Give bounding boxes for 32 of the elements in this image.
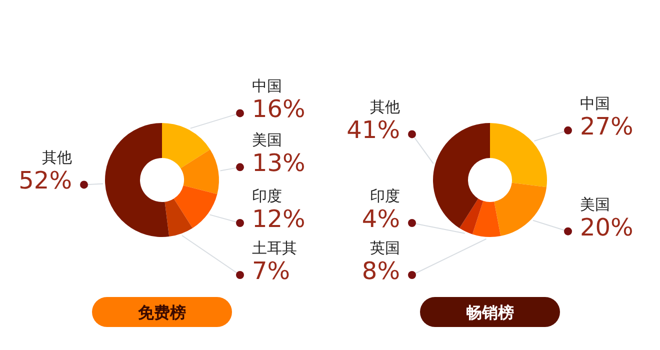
slice-label: 中国 [580,94,610,112]
slice-label: 印度 [370,187,400,205]
donut-slice [162,123,210,168]
data-label: 8% [362,257,400,285]
data-label: 12% [252,205,306,233]
data-label: 27% [580,112,634,140]
text: 畅销榜 [466,303,514,322]
donut-slice [433,123,490,228]
slice-label: 英国 [370,239,400,257]
data-label: 52% [18,166,72,195]
donut-slice [459,198,484,234]
donut-slice [472,200,501,237]
slice-label: 土耳其 [252,239,297,257]
slice-label: 美国 [580,195,610,214]
data-label: 16% [252,95,306,124]
data-label: 4% [362,205,400,233]
slice-label: 其他 [370,98,400,116]
donut-slice [174,185,218,228]
data-label: 41% [346,116,400,144]
donut-slice [105,123,170,237]
data-label: 13% [252,149,306,178]
donut-slice [490,123,547,188]
data-label: 7% [252,257,290,285]
slice-label: 中国 [252,77,282,96]
slice-label: 美国 [252,131,282,150]
text: 免费榜 [137,303,186,322]
donut-slice [164,198,193,237]
slice-label: 印度 [252,187,282,205]
data-label: 20% [580,213,634,242]
donut-slice [180,149,219,194]
donut-slice [494,182,547,236]
slice-label: 其他 [42,148,72,167]
